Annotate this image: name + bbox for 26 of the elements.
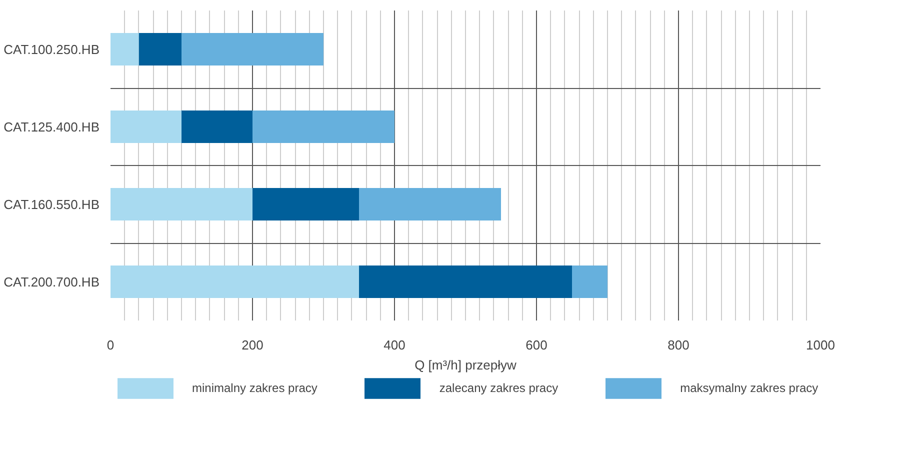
bar (359, 265, 572, 298)
bar (110, 188, 252, 221)
y-tick-label: CAT.125.400.HB (4, 119, 100, 134)
x-tick-label: 200 (242, 338, 264, 352)
x-tick-label: 0 (106, 338, 114, 352)
bar (110, 110, 182, 144)
bar (359, 188, 501, 221)
bar (110, 265, 359, 298)
bar (182, 110, 252, 144)
legend-label: maksymalny zakres pracy (680, 381, 818, 395)
bar (252, 188, 359, 221)
x-tick-label: 400 (384, 338, 406, 352)
y-tick-label: CAT.200.700.HB (4, 274, 100, 290)
x-tick-label: 800 (668, 338, 690, 352)
bar (252, 110, 394, 144)
y-tick-label: CAT.160.550.HB (4, 196, 100, 212)
bar (572, 265, 608, 298)
x-axis-title: Q [m³/h] przepływ (414, 358, 518, 372)
legend-label: minimalny zakres pracy (192, 381, 318, 395)
legend-label: zalecany zakres pracy (439, 381, 558, 395)
y-tick-label: CAT.100.250.HB (4, 42, 100, 57)
bar (110, 32, 139, 66)
x-tick-label: 1000 (806, 338, 835, 352)
bar (182, 32, 324, 66)
bar (138, 32, 182, 66)
x-tick-label: 600 (526, 338, 548, 352)
